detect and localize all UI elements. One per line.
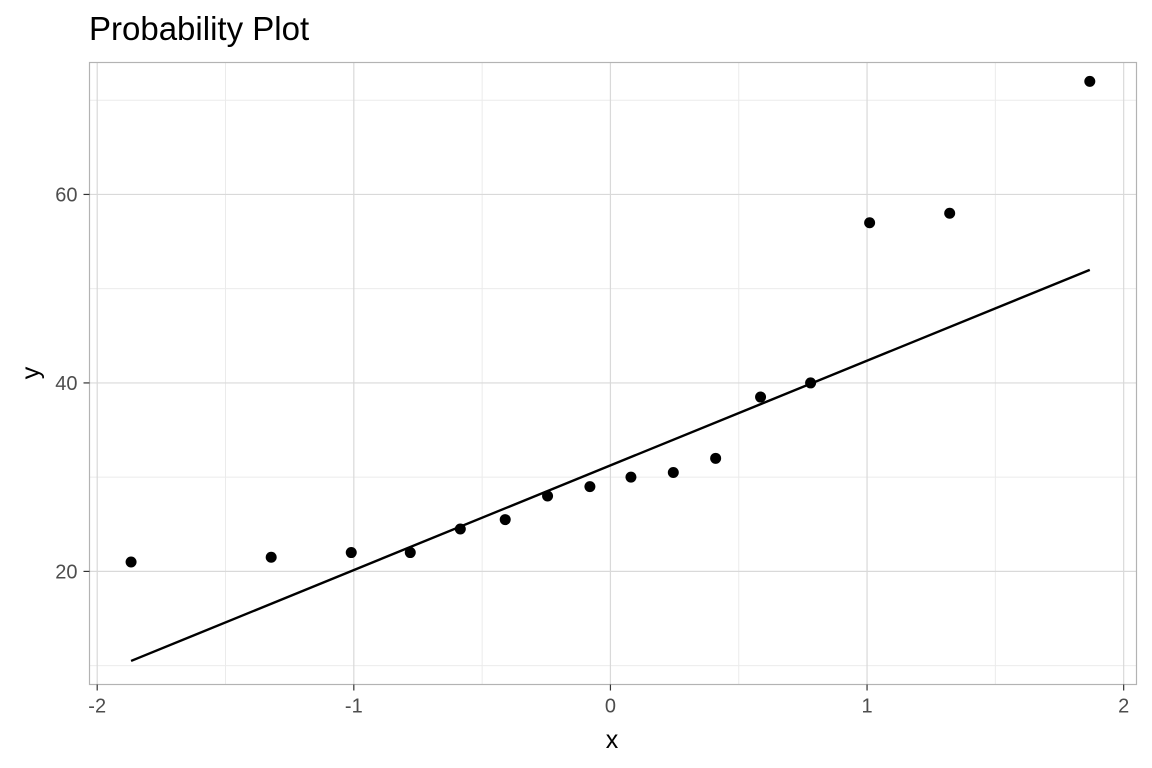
data-point xyxy=(584,481,596,493)
major-grid xyxy=(89,62,1137,685)
minor-grid xyxy=(89,62,1137,685)
plot-panel xyxy=(89,62,1137,685)
points-layer xyxy=(125,75,1096,568)
y-axis: 20 40 60 xyxy=(55,184,90,583)
data-point xyxy=(404,547,416,559)
data-point xyxy=(1084,75,1096,87)
panel-border xyxy=(88,61,1138,686)
x-tick-label: 0 xyxy=(605,696,616,718)
x-tick-label: -1 xyxy=(345,696,363,718)
x-axis: -2 -1 0 1 2 xyxy=(88,684,1129,718)
y-tick-label: 60 xyxy=(55,184,77,206)
y-axis-title: y xyxy=(17,366,45,379)
data-point xyxy=(710,452,722,464)
x-axis-title: x xyxy=(606,726,619,754)
data-point xyxy=(805,377,817,389)
chart-title: Probability Plot xyxy=(89,10,309,47)
data-point xyxy=(944,207,956,219)
data-point xyxy=(265,551,277,563)
y-tick-label: 20 xyxy=(55,561,77,583)
data-point xyxy=(755,391,767,403)
fit-line-layer xyxy=(130,268,1091,663)
data-point xyxy=(667,466,679,478)
data-point xyxy=(864,217,876,229)
data-point xyxy=(625,471,637,483)
x-tick-label: 2 xyxy=(1118,696,1129,718)
data-point xyxy=(499,514,511,526)
fit-line xyxy=(130,268,1091,663)
data-point xyxy=(454,523,466,535)
data-point xyxy=(542,490,554,502)
data-point xyxy=(125,556,137,568)
x-tick-label: 1 xyxy=(861,696,872,718)
x-tick-label: -2 xyxy=(88,696,106,718)
data-point xyxy=(345,547,357,559)
y-tick-label: 40 xyxy=(55,373,77,395)
